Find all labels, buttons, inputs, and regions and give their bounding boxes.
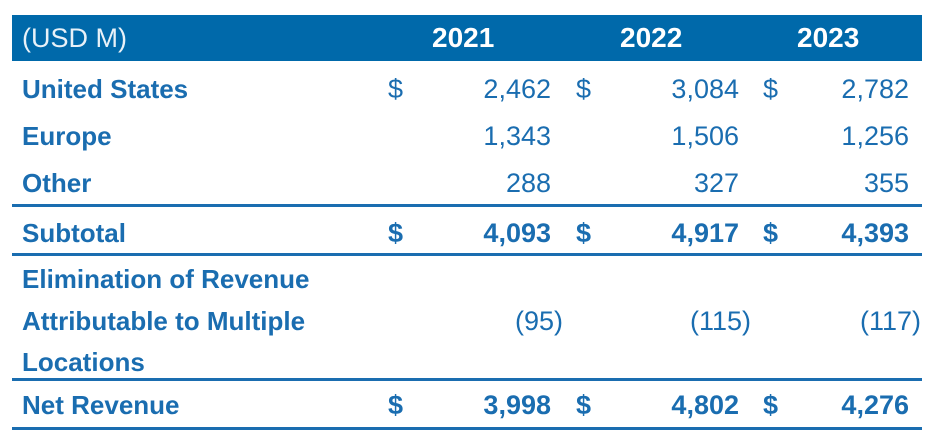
value-2021: 2,462 (483, 74, 551, 104)
value-2022: 4,802 (671, 390, 739, 420)
divider-rule (12, 204, 922, 207)
row-label-line-2: Attributable to Multiple (22, 306, 306, 336)
currency-symbol: $ (576, 218, 592, 248)
unit-label: (USD M) (22, 23, 127, 53)
value-2022: 3,084 (671, 74, 739, 104)
value-2023: 1,256 (841, 121, 909, 151)
year-2022-header: 2022 (620, 22, 683, 53)
value-2023: (117) (859, 306, 921, 336)
currency-symbol: $ (576, 74, 592, 104)
currency-symbol: $ (388, 390, 404, 420)
row-label: Europe (22, 121, 112, 151)
currency-symbol: $ (763, 218, 779, 248)
table-header: (USD M) 2021 2022 2023 (12, 15, 922, 61)
value-2022: 4,917 (671, 218, 739, 248)
value-2023: 355 (863, 168, 909, 198)
year-2023-header: 2023 (797, 22, 860, 53)
divider-rule (12, 253, 922, 256)
value-2023: 4,276 (841, 390, 909, 420)
value-2022: (115) (689, 306, 751, 336)
value-2021: (95) (514, 306, 563, 336)
row-label-line-3: Locations (22, 347, 145, 377)
currency-symbol: $ (763, 390, 779, 420)
value-2021: 3,998 (483, 390, 551, 420)
row-label: Net Revenue (22, 390, 180, 420)
currency-symbol: $ (763, 74, 779, 104)
value-2023: 2,782 (841, 74, 909, 104)
year-2021-header: 2021 (432, 22, 495, 53)
currency-symbol: $ (388, 74, 404, 104)
divider-rule (12, 427, 922, 430)
value-2022: 327 (693, 168, 739, 198)
currency-symbol: $ (388, 218, 404, 248)
value-2023: 4,393 (841, 218, 909, 248)
value-2022: 1,506 (671, 121, 739, 151)
row-label-line-1: Elimination of Revenue (22, 264, 310, 294)
row-label: Subtotal (22, 218, 126, 248)
row-label: United States (22, 74, 189, 104)
divider-rule (12, 378, 922, 381)
value-2021: 1,343 (483, 121, 551, 151)
row-label: Other (22, 168, 92, 198)
currency-symbol: $ (576, 390, 592, 420)
value-2021: 288 (505, 168, 551, 198)
value-2021: 4,093 (483, 218, 551, 248)
